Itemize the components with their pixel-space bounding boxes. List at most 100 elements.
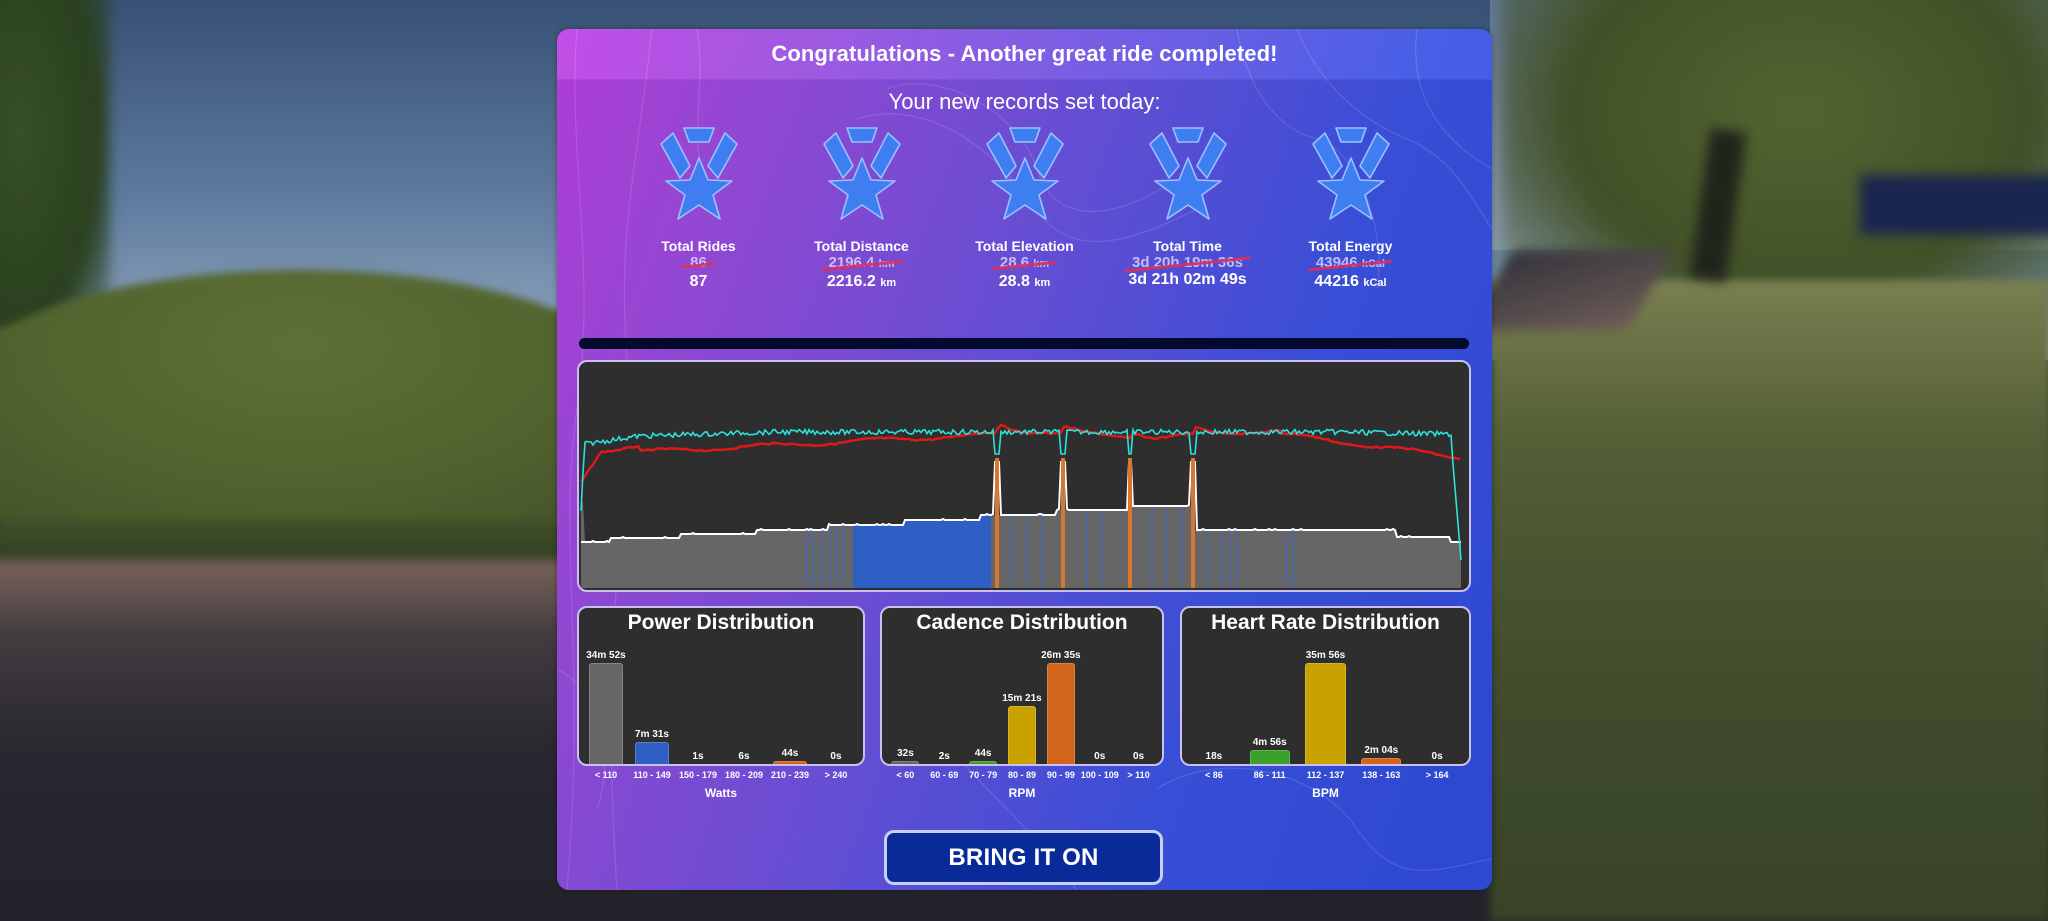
chart-bar-value: 18s — [1205, 751, 1223, 762]
chart-x-tick: 100 - 109 — [1080, 770, 1119, 780]
ride-summary-panel: Congratulations - Another great ride com… — [557, 29, 1492, 890]
medal-star-icon — [822, 127, 901, 220]
chart-x-axis-label: RPM — [1008, 786, 1036, 800]
medal-star-icon — [1148, 127, 1227, 220]
chart-x-ticks: < 110 110 - 149 150 - 179 180 - 209 210 - 23… — [579, 770, 863, 784]
chart-title: Heart Rate Distribution — [1211, 611, 1440, 634]
chart-bar-column: 32s — [891, 647, 920, 764]
chart-bar-value: 44s — [781, 748, 799, 759]
chart-x-tick: > 240 — [824, 770, 848, 780]
chart-bar-column: 0s — [1417, 647, 1457, 764]
chart-x-tick: < 110 — [594, 770, 618, 780]
panel-header: Congratulations - Another great ride com… — [557, 29, 1492, 80]
chart-bar — [1008, 706, 1036, 764]
record-total-energy: Total Energy 43946 kCal 44216 kCal — [1269, 122, 1432, 342]
chart-bar-value: 7m 31s — [635, 729, 669, 740]
chart-x-tick: 90 - 99 — [1046, 770, 1075, 780]
chart-bar-column: 34m 52s — [586, 647, 626, 764]
chart-bar-value: 6s — [738, 751, 750, 762]
chart-x-tick: 110 - 149 — [633, 770, 671, 780]
record-new-value: 3d 21h 02m 49s — [1128, 271, 1247, 288]
chart-bar-column: 44s — [969, 647, 998, 764]
record-label: Total Distance — [814, 238, 909, 254]
chart-x-tick: 138 - 163 — [1362, 770, 1401, 780]
chart-bar-value: 44s — [974, 748, 992, 759]
chart-bar — [635, 742, 669, 764]
chart-bars: 32s 2s 44s 15m 21s 26m 35s 0s 0s — [886, 644, 1158, 764]
chart-bar-column: 4m 56s — [1249, 647, 1290, 764]
chart-bar — [969, 761, 998, 764]
records-progress-bar — [579, 338, 1469, 349]
chart-x-tick: 80 - 89 — [1007, 770, 1037, 780]
chart-bar-value: 35m 56s — [1305, 650, 1346, 661]
record-label: Total Time — [1153, 238, 1222, 254]
chart-bars: 34m 52s 7m 31s 1s 6s 44s 0s — [583, 644, 859, 764]
chart-bar-column: 15m 21s — [1002, 647, 1042, 764]
chart-x-ticks: < 60 60 - 69 70 - 79 80 - 89 90 - 99 100 - 10… — [882, 770, 1162, 784]
record-label: Total Elevation — [975, 238, 1074, 254]
chart-bar — [1249, 750, 1290, 764]
chart-bar-value: 4m 56s — [1252, 737, 1287, 748]
chart-bar-value: 2m 04s — [1364, 745, 1399, 756]
chart-title: Cadence Distribution — [916, 611, 1128, 634]
chart-bar — [1361, 758, 1402, 764]
chart-x-tick: > 110 — [1127, 770, 1150, 780]
record-new-value: 2216.2 km — [826, 273, 897, 290]
chart-x-tick: 150 - 179 — [678, 770, 718, 780]
chart-bar-value: 2s — [938, 751, 950, 762]
chart-bar-value: 34m 52s — [586, 650, 626, 661]
chart-bar-column: 0s — [819, 647, 852, 764]
chart-bar-value: 26m 35s — [1041, 650, 1081, 661]
power-distribution-chart: Power Distribution 34m 52s 7m 31s 1s 6s 44s 0… — [577, 606, 865, 800]
record-previous-value: 28.6 km — [991, 254, 1058, 273]
record-total-rides: Total Rides 86 87 — [617, 122, 780, 342]
chart-bar-column: 2s — [930, 647, 958, 764]
records-list: Total Rides 86 87 Total Distance 2196.4 … — [617, 122, 1432, 342]
medal-star-icon — [1311, 127, 1390, 220]
chart-bars: 18s 4m 56s 35m 56s 2m 04s 0s — [1186, 644, 1465, 764]
chart-bar-value: 32s — [897, 748, 914, 759]
chart-x-tick: 70 - 79 — [969, 770, 998, 780]
chart-bar-column: 0s — [1086, 647, 1114, 764]
chart-bar-column: 26m 35s — [1041, 647, 1081, 764]
chart-x-tick: 112 - 137 — [1306, 770, 1345, 780]
chart-x-ticks: < 86 86 - 111 112 - 137 138 - 163 > 164 — [1182, 770, 1469, 784]
record-total-distance: Total Distance 2196.4 km 2216.2 km — [780, 122, 943, 342]
chart-bar — [589, 663, 623, 764]
chart-bar-column: 7m 31s — [635, 647, 669, 764]
chart-bar-column: 2m 04s — [1361, 647, 1402, 764]
panel-body: Your new records set today: Total Rides … — [557, 80, 1492, 890]
record-total-time: Total Time 3d 20h 19m 36s 3d 21h 02m 49s — [1106, 122, 1269, 342]
ride-timeline-graph — [577, 360, 1471, 592]
ride-graph-canvas — [580, 423, 1462, 588]
chart-x-tick: 180 - 209 — [724, 770, 764, 780]
chart-bar — [1046, 663, 1075, 764]
chart-bar-column: 1s — [681, 647, 714, 764]
chart-x-tick: < 86 — [1205, 770, 1223, 780]
record-total-elevation: Total Elevation 28.6 km 28.8 km — [943, 122, 1106, 342]
record-previous-value: 3d 20h 19m 36s — [1124, 254, 1251, 273]
chart-title: Power Distribution — [627, 611, 815, 634]
chart-bar-column: 6s — [727, 647, 760, 764]
chart-x-tick: < 60 — [896, 770, 915, 780]
bring-it-on-label: BRING IT ON — [948, 843, 1099, 871]
record-new-value: 87 — [689, 273, 708, 290]
chart-bar-value: 0s — [1133, 751, 1145, 762]
chart-bar-value: 0s — [1094, 751, 1106, 762]
record-previous-value: 43946 kCal — [1307, 254, 1393, 273]
chart-x-axis-label: Watts — [704, 786, 738, 800]
chart-bar-value: 15m 21s — [1002, 693, 1042, 704]
congratulations-title: Congratulations - Another great ride com… — [771, 41, 1278, 66]
chart-bar-column: 35m 56s — [1305, 647, 1346, 764]
heart-rate-distribution-chart: Heart Rate Distribution 18s 4m 56s 35m 56s… — [1180, 606, 1471, 800]
cadence-distribution-chart: Cadence Distribution 32s 2s 44s 15m 21s 26m … — [880, 606, 1164, 800]
chart-bar-column: 0s — [1125, 647, 1153, 764]
record-new-value: 28.8 km — [998, 273, 1051, 290]
chart-bar-column: 44s — [773, 647, 807, 764]
record-label: Total Energy — [1308, 238, 1393, 254]
record-previous-value: 2196.4 km — [820, 254, 903, 273]
chart-bar-value: 0s — [1431, 751, 1443, 762]
distribution-charts: Power Distribution 34m 52s 7m 31s 1s 6s 44s 0… — [577, 606, 1471, 816]
bring-it-on-button[interactable]: BRING IT ON — [884, 830, 1163, 885]
medal-star-icon — [659, 127, 738, 220]
